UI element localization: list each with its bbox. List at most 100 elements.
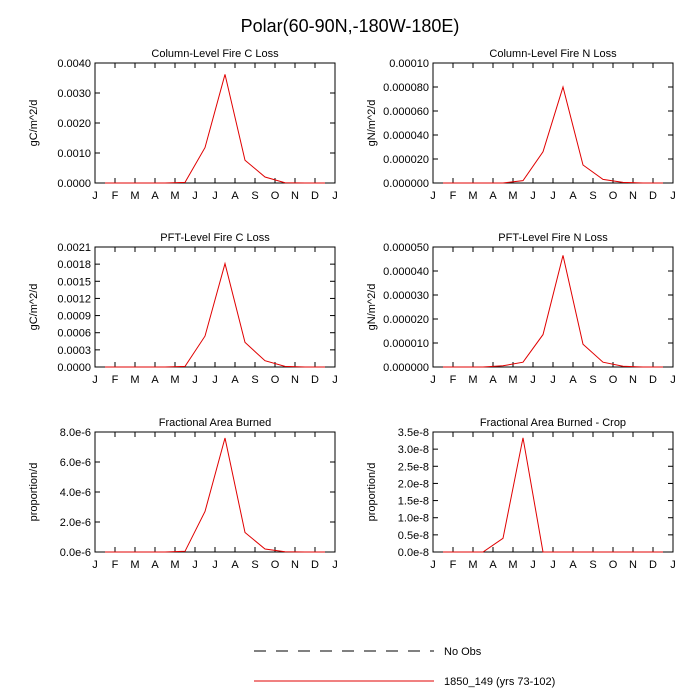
panel-1-frame <box>94 62 336 184</box>
y-tick-label: 0.000010 <box>383 338 429 350</box>
panel-3-series-line <box>105 261 325 368</box>
panel-3-frame <box>94 246 336 368</box>
x-tick-label: A <box>231 559 239 571</box>
y-tick-label: 0.000020 <box>383 314 429 326</box>
y-tick-label: 0.0015 <box>57 276 91 288</box>
x-tick-label: O <box>609 559 618 571</box>
panel-3-title: PFT-Level Fire C Loss <box>160 232 270 244</box>
y-tick-label: 2.0e-8 <box>398 478 429 490</box>
x-tick-label: A <box>489 374 497 386</box>
x-tick-label: J <box>550 374 556 386</box>
panel-1-title: Column-Level Fire C Loss <box>151 48 279 60</box>
y-tick-label: 0.0006 <box>57 328 91 340</box>
x-tick-label: J <box>430 374 436 386</box>
x-tick-label: M <box>170 190 179 202</box>
y-tick-label: 0.5e-8 <box>398 530 429 542</box>
x-tick-label: J <box>530 190 536 202</box>
y-tick-label: 0.000020 <box>383 154 429 166</box>
y-tick-label: 1.0e-8 <box>398 513 429 525</box>
legend-label-no-obs: No Obs <box>444 646 482 658</box>
x-tick-label: D <box>649 190 657 202</box>
x-tick-label: J <box>430 559 436 571</box>
x-tick-label: M <box>468 559 477 571</box>
panel-4-series-line <box>443 255 663 368</box>
x-tick-label: D <box>649 559 657 571</box>
x-tick-label: O <box>271 190 280 202</box>
x-tick-label: J <box>332 190 338 202</box>
y-tick-label: 0.000040 <box>383 266 429 278</box>
x-tick-label: M <box>508 559 517 571</box>
x-tick-label: A <box>231 190 239 202</box>
x-tick-label: J <box>670 559 676 571</box>
panel-6-title: Fractional Area Burned - Crop <box>480 417 626 429</box>
x-tick-label: N <box>629 559 637 571</box>
panel-4-frame <box>432 246 674 368</box>
x-tick-label: J <box>332 559 338 571</box>
panel-6-frame <box>432 431 674 553</box>
x-tick-label: M <box>468 190 477 202</box>
y-tick-label: 0.0018 <box>57 259 91 271</box>
x-tick-label: F <box>112 190 119 202</box>
panel-2-series-line <box>443 85 663 184</box>
x-tick-label: M <box>508 190 517 202</box>
x-tick-label: O <box>271 374 280 386</box>
x-tick-label: S <box>251 190 258 202</box>
x-tick-label: F <box>450 374 457 386</box>
y-tick-label: 0.0021 <box>57 242 91 254</box>
panel-5-ylabel: proportion/d <box>28 463 40 522</box>
x-tick-label: J <box>530 559 536 571</box>
x-tick-label: D <box>311 190 319 202</box>
x-tick-label: D <box>311 374 319 386</box>
x-tick-label: A <box>489 559 497 571</box>
x-tick-label: M <box>170 559 179 571</box>
y-tick-label: 0.000050 <box>383 242 429 254</box>
y-tick-label: 0.000000 <box>383 178 429 190</box>
panel-2-title: Column-Level Fire N Loss <box>489 48 617 60</box>
y-tick-label: 0.000040 <box>383 130 429 142</box>
x-tick-label: M <box>468 374 477 386</box>
x-tick-label: F <box>112 559 119 571</box>
legend: No Obs 1850_149 (yrs 73-102) <box>254 646 555 688</box>
x-tick-label: A <box>569 559 577 571</box>
panel-5-frame <box>94 431 336 553</box>
x-tick-label: J <box>92 374 98 386</box>
x-tick-label: N <box>291 190 299 202</box>
y-tick-label: 1.5e-8 <box>398 496 429 508</box>
y-tick-label: 0.0040 <box>57 58 91 70</box>
x-tick-label: J <box>192 559 198 571</box>
y-tick-label: 2.5e-8 <box>398 461 429 473</box>
x-tick-label: N <box>291 559 299 571</box>
x-tick-label: A <box>489 190 497 202</box>
y-tick-label: 0.0003 <box>57 345 91 357</box>
x-tick-label: A <box>231 374 239 386</box>
panel-5-series-line <box>105 437 325 553</box>
y-tick-label: 0.0000 <box>57 362 91 374</box>
y-tick-label: 0.00010 <box>389 58 429 70</box>
y-tick-label: 0.0009 <box>57 311 91 323</box>
x-tick-label: O <box>271 559 280 571</box>
figure-title: Polar(60-90N,-180W-180E) <box>241 16 460 36</box>
panel-6-ylabel: proportion/d <box>366 463 378 522</box>
x-tick-label: J <box>212 374 218 386</box>
x-tick-label: A <box>569 374 577 386</box>
y-tick-label: 0.000060 <box>383 106 429 118</box>
x-tick-label: J <box>192 374 198 386</box>
x-tick-label: M <box>130 190 139 202</box>
panel-1-series-line <box>105 74 325 184</box>
panel-1-ylabel: gC/m^2/d <box>28 100 40 147</box>
x-tick-label: J <box>92 190 98 202</box>
x-tick-label: J <box>192 190 198 202</box>
x-tick-label: S <box>251 559 258 571</box>
x-tick-label: J <box>550 190 556 202</box>
panel-6-series-line <box>443 437 663 553</box>
x-tick-label: S <box>589 559 596 571</box>
y-tick-label: 0.0030 <box>57 88 91 100</box>
x-tick-label: J <box>550 559 556 571</box>
x-tick-label: J <box>212 559 218 571</box>
x-tick-label: S <box>589 190 596 202</box>
x-tick-label: N <box>629 374 637 386</box>
